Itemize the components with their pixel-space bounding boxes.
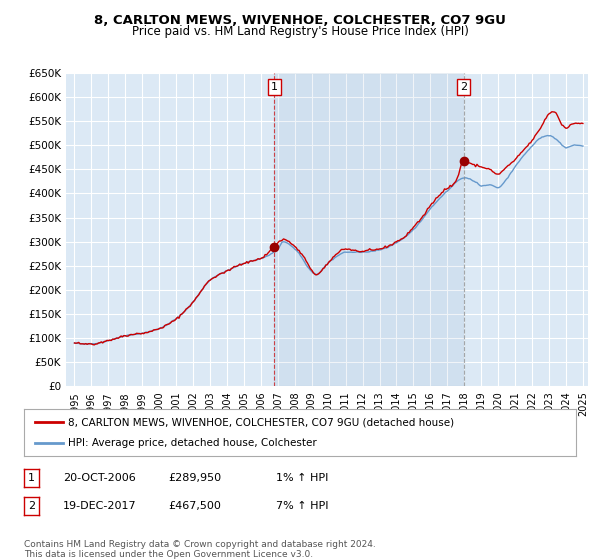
Text: £467,500: £467,500 xyxy=(168,501,221,511)
Text: 8, CARLTON MEWS, WIVENHOE, COLCHESTER, CO7 9GU: 8, CARLTON MEWS, WIVENHOE, COLCHESTER, C… xyxy=(94,14,506,27)
Bar xyxy=(274,73,464,386)
Text: 7% ↑ HPI: 7% ↑ HPI xyxy=(276,501,329,511)
Text: HPI: Average price, detached house, Colchester: HPI: Average price, detached house, Colc… xyxy=(68,438,317,448)
Text: Price paid vs. HM Land Registry's House Price Index (HPI): Price paid vs. HM Land Registry's House … xyxy=(131,25,469,38)
Text: 1% ↑ HPI: 1% ↑ HPI xyxy=(276,473,328,483)
Text: £289,950: £289,950 xyxy=(168,473,221,483)
Text: This data is licensed under the Open Government Licence v3.0.: This data is licensed under the Open Gov… xyxy=(24,550,313,559)
Text: 20-OCT-2006: 20-OCT-2006 xyxy=(63,473,136,483)
Text: 2: 2 xyxy=(460,82,467,92)
Text: 1: 1 xyxy=(271,82,278,92)
Text: 1: 1 xyxy=(28,473,35,483)
Text: 8, CARLTON MEWS, WIVENHOE, COLCHESTER, CO7 9GU (detached house): 8, CARLTON MEWS, WIVENHOE, COLCHESTER, C… xyxy=(68,417,454,427)
Text: 19-DEC-2017: 19-DEC-2017 xyxy=(63,501,137,511)
Text: Contains HM Land Registry data © Crown copyright and database right 2024.: Contains HM Land Registry data © Crown c… xyxy=(24,540,376,549)
Text: 2: 2 xyxy=(28,501,35,511)
